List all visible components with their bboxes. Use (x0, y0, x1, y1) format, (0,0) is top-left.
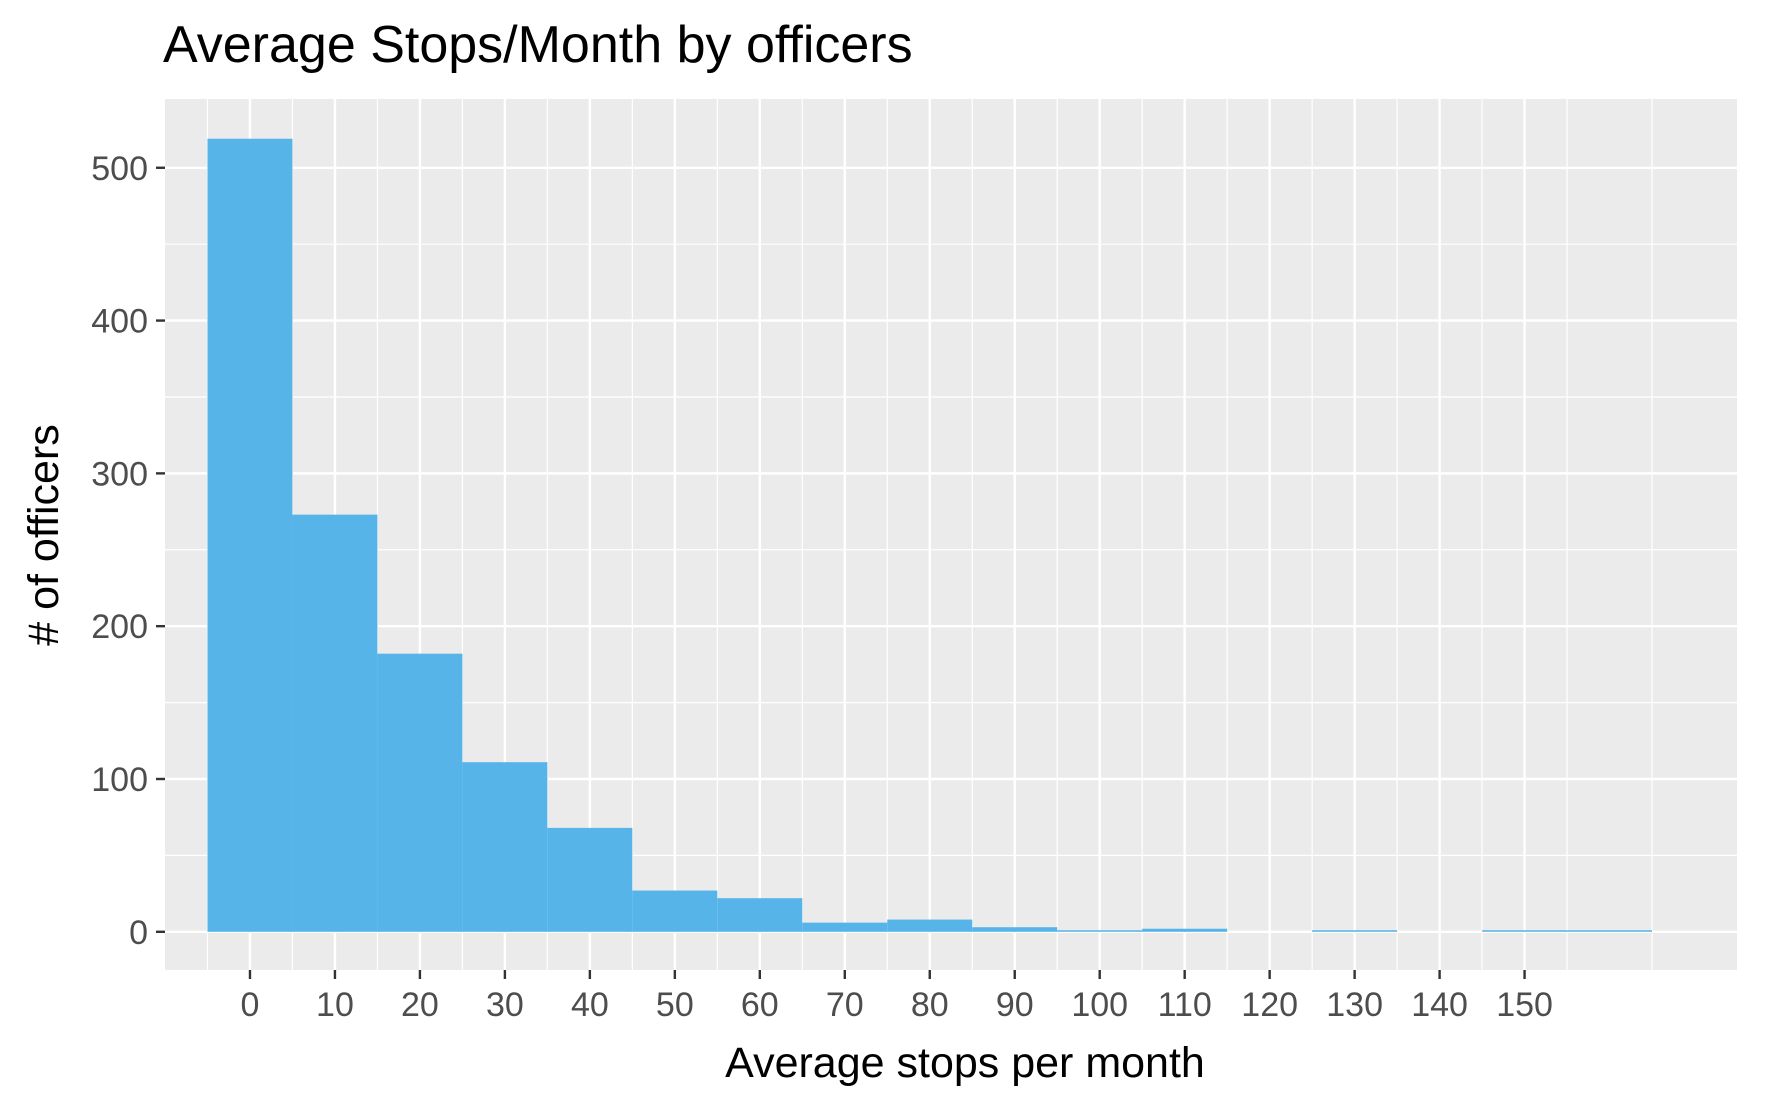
histogram-bar (717, 898, 803, 932)
x-tick-label: 0 (241, 986, 260, 1024)
histogram-bar (1312, 930, 1398, 932)
x-tick-label: 50 (656, 986, 694, 1024)
x-axis: 0 10 20 30 40 50 60 70 80 90 100 110 120 130 140 150 (241, 970, 1553, 1024)
histogram-bar (462, 762, 548, 932)
x-tick-label: 90 (996, 986, 1034, 1024)
x-axis-title: Average stops per month (725, 1039, 1205, 1087)
y-tick-label: 500 (91, 150, 148, 188)
histogram-bar (1142, 928, 1228, 932)
histogram-bar (1567, 930, 1653, 932)
x-tick-label: 100 (1071, 986, 1128, 1024)
y-tick-label: 0 (129, 914, 148, 952)
x-tick-label: 40 (571, 986, 609, 1024)
grid-lines (165, 90, 1737, 970)
histogram-bar (632, 890, 718, 932)
x-tick-label: 30 (486, 986, 524, 1024)
histogram-bars (207, 138, 1653, 932)
chart-title: Average Stops/Month by officers (163, 16, 913, 74)
x-tick-label: 120 (1241, 986, 1298, 1024)
histogram-bar (802, 922, 888, 932)
histogram-bar (207, 138, 293, 932)
x-tick-label: 10 (316, 986, 354, 1024)
x-tick-label: 20 (401, 986, 439, 1024)
x-tick-label: 70 (826, 986, 864, 1024)
x-tick-label: 130 (1326, 986, 1383, 1024)
x-tick-label: 60 (741, 986, 779, 1024)
histogram-bar (887, 919, 973, 932)
y-tick-label: 200 (91, 608, 148, 646)
histogram-bar (377, 653, 463, 932)
y-axis-title: # of officers (20, 424, 68, 646)
histogram-bar (1057, 930, 1143, 932)
histogram-bar (547, 827, 633, 932)
x-tick-label: 80 (911, 986, 949, 1024)
y-tick-label: 100 (91, 761, 148, 799)
histogram-bar (972, 927, 1058, 932)
x-tick-label: 140 (1411, 986, 1468, 1024)
x-tick-label: 110 (1158, 986, 1212, 1024)
x-tick-label: 150 (1496, 986, 1553, 1024)
y-tick-label: 300 (91, 455, 148, 493)
histogram-bar (292, 514, 378, 932)
histogram-bar (1482, 930, 1568, 932)
y-axis: 0 100 200 300 400 500 (91, 150, 165, 952)
y-tick-label: 400 (91, 303, 148, 341)
